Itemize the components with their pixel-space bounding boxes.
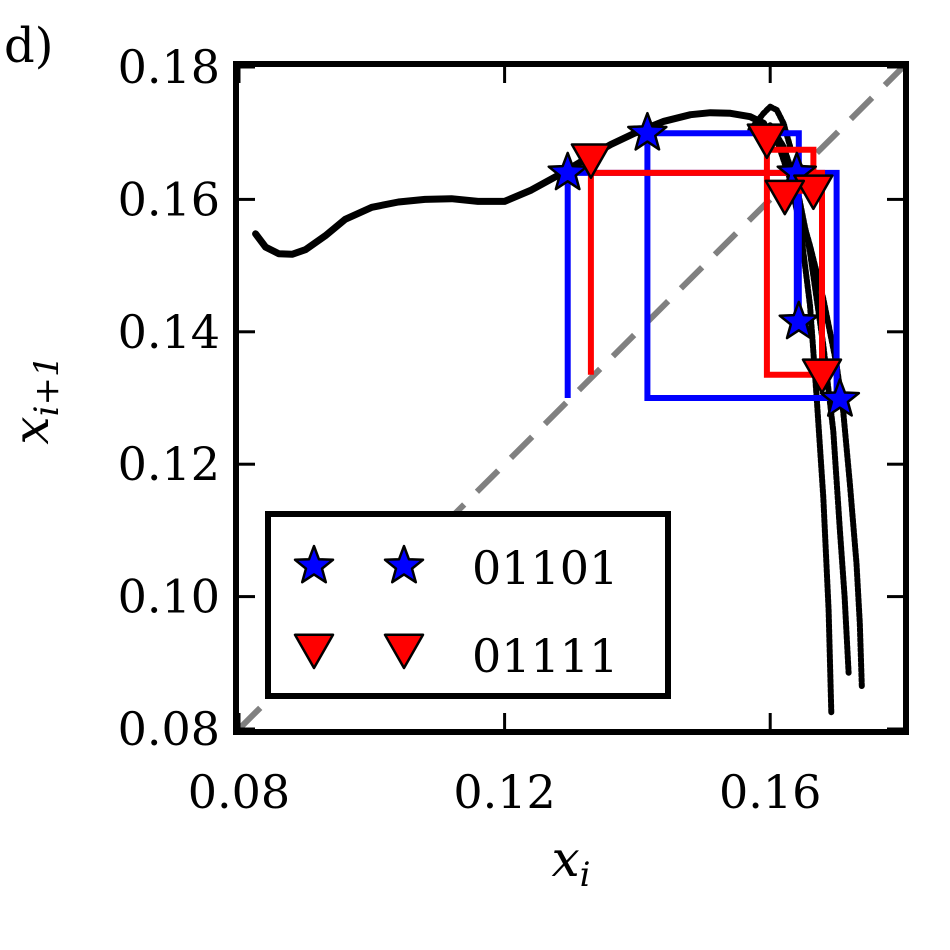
y-axis-label: xi+1 bbox=[2, 355, 67, 444]
x-axis-label: xi bbox=[551, 830, 590, 895]
legend-entry-01101: 01101 bbox=[293, 541, 618, 595]
x-tick-label: 0.08 bbox=[188, 765, 290, 819]
y-tick-label: 0.10 bbox=[118, 570, 220, 624]
axis-ticks: 0.08 0.12 0.16 0.08 0.10 0.12 0.14 0.16 0.18 bbox=[118, 40, 903, 819]
orbit-point-01111 bbox=[801, 358, 843, 395]
legend-entry-01111: 01111 bbox=[293, 629, 618, 683]
legend-marker-01111 bbox=[383, 633, 425, 670]
panel-label: d) bbox=[4, 18, 53, 74]
y-tick-label: 0.12 bbox=[118, 437, 220, 491]
orbit-point-01111 bbox=[793, 174, 834, 211]
legend: 01101 01111 bbox=[265, 511, 671, 699]
orbit-point-01111 bbox=[764, 179, 806, 216]
orbit-point-01101 bbox=[778, 300, 820, 340]
legend-marker-01111 bbox=[293, 633, 335, 670]
orbit-point-01111 bbox=[746, 123, 788, 160]
y-tick-label: 0.16 bbox=[118, 172, 220, 226]
return-map-branch bbox=[252, 109, 768, 258]
legend-box bbox=[265, 511, 671, 699]
return-map-branch bbox=[760, 120, 835, 716]
orbit-point-01101 bbox=[627, 111, 668, 151]
legend-marker-01101 bbox=[383, 544, 425, 584]
y-tick-label: 0.14 bbox=[118, 305, 220, 359]
plot-data-layer bbox=[236, 64, 906, 732]
legend-marker-01101 bbox=[293, 544, 335, 584]
x-tick-label: 0.12 bbox=[453, 765, 555, 819]
orbit-point-01111 bbox=[570, 143, 612, 179]
plot-frame bbox=[233, 61, 909, 735]
y-tick-label: 0.08 bbox=[118, 702, 220, 756]
orbit-point-01101 bbox=[819, 378, 861, 417]
y-tick-label: 0.18 bbox=[118, 40, 220, 94]
legend-label-01101: 01101 bbox=[472, 541, 618, 595]
x-tick-label: 0.16 bbox=[719, 765, 821, 819]
orbit-point-01101 bbox=[547, 151, 588, 191]
legend-label-01111: 01111 bbox=[472, 629, 618, 683]
